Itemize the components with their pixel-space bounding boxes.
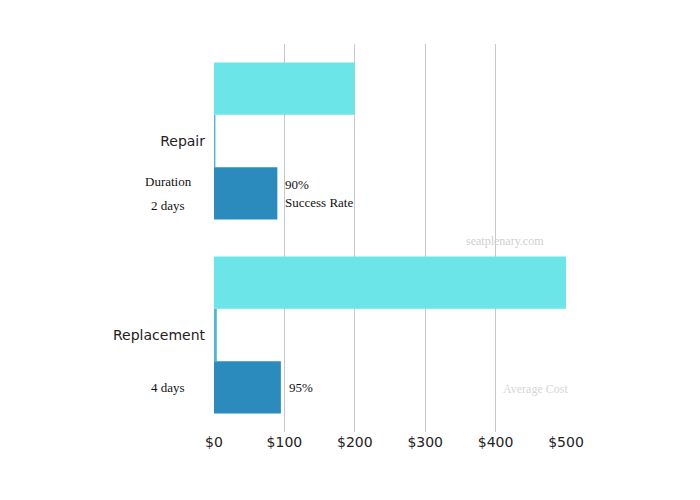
svg-text:$400: $400: [478, 434, 514, 450]
svg-text:90%: 90%: [285, 177, 309, 192]
svg-text:$0: $0: [205, 434, 223, 450]
svg-text:Success Rate: Success Rate: [285, 195, 353, 210]
svg-text:Average Cost: Average Cost: [503, 382, 568, 396]
svg-text:Replacement: Replacement: [113, 327, 206, 343]
svg-text:95%: 95%: [289, 380, 313, 395]
svg-text:$100: $100: [267, 434, 303, 450]
svg-text:$200: $200: [337, 434, 373, 450]
svg-text:Duration: Duration: [145, 174, 192, 189]
svg-text:4 days: 4 days: [151, 380, 185, 395]
svg-text:seatplenary.com: seatplenary.com: [466, 234, 544, 248]
svg-text:Repair: Repair: [160, 133, 205, 149]
svg-text:2 days: 2 days: [151, 198, 185, 213]
svg-text:$300: $300: [407, 434, 443, 450]
svg-text:$500: $500: [548, 434, 584, 450]
